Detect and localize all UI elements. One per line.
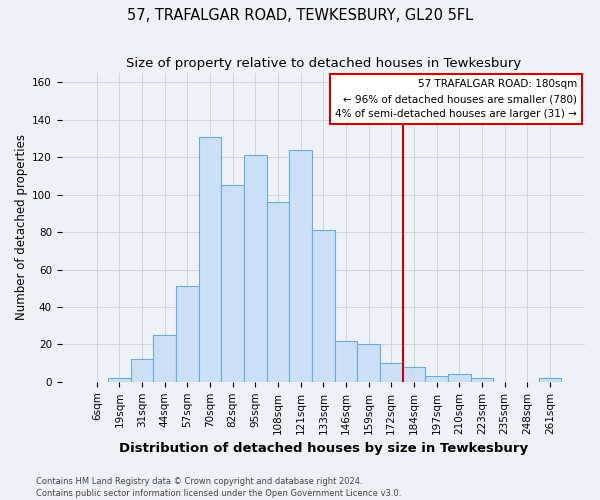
Bar	[154, 335, 176, 382]
Text: 57 TRAFALGAR ROAD: 180sqm
← 96% of detached houses are smaller (780)
4% of semi-: 57 TRAFALGAR ROAD: 180sqm ← 96% of detac…	[335, 79, 577, 119]
Bar	[131, 360, 154, 382]
Bar	[403, 367, 425, 382]
Title: Size of property relative to detached houses in Tewkesbury: Size of property relative to detached ho…	[125, 58, 521, 70]
Bar	[425, 376, 448, 382]
Bar	[244, 156, 266, 382]
Bar	[312, 230, 335, 382]
Y-axis label: Number of detached properties: Number of detached properties	[15, 134, 28, 320]
Bar	[199, 136, 221, 382]
Bar	[470, 378, 493, 382]
Bar	[108, 378, 131, 382]
Bar	[380, 363, 403, 382]
Text: 57, TRAFALGAR ROAD, TEWKESBURY, GL20 5FL: 57, TRAFALGAR ROAD, TEWKESBURY, GL20 5FL	[127, 8, 473, 22]
Bar	[176, 286, 199, 382]
X-axis label: Distribution of detached houses by size in Tewkesbury: Distribution of detached houses by size …	[119, 442, 528, 455]
Bar	[448, 374, 470, 382]
Bar	[358, 344, 380, 382]
Bar	[539, 378, 561, 382]
Bar	[221, 186, 244, 382]
Bar	[289, 150, 312, 382]
Bar	[335, 340, 358, 382]
Bar	[266, 202, 289, 382]
Text: Contains HM Land Registry data © Crown copyright and database right 2024.
Contai: Contains HM Land Registry data © Crown c…	[36, 476, 401, 498]
